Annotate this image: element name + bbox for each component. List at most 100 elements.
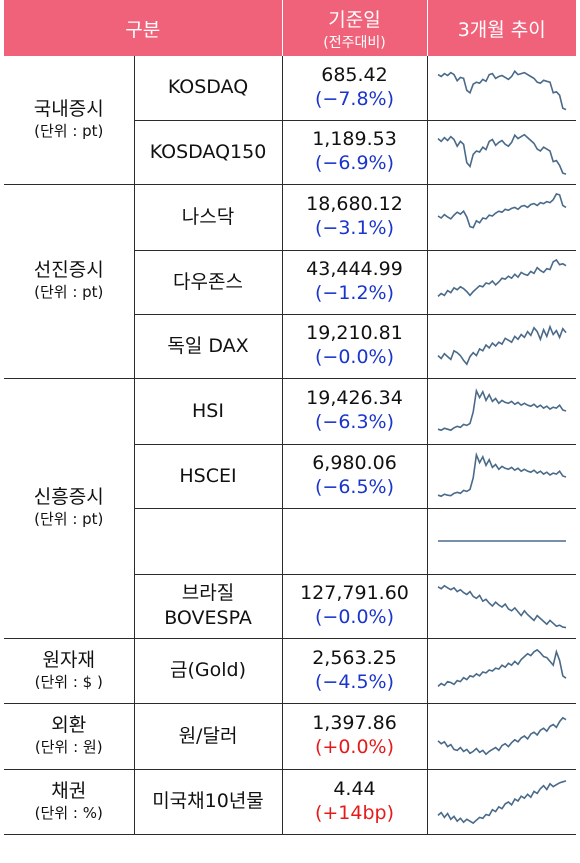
index-value: 6,980.06 <box>312 452 397 475</box>
sparkline-path <box>437 258 567 297</box>
trend-cell <box>427 250 576 315</box>
market-table: 구분 기준일 (전주대비) 3개월 추이 국내증시 (단위 : pt) KOSDAQ… <box>4 0 576 835</box>
item-name: 원/달러 <box>134 703 283 770</box>
item-name: KOSDAQ150 <box>134 120 283 185</box>
weekly-change: (−7.8%) <box>314 87 394 110</box>
category-name: 국내증시 <box>33 98 104 121</box>
item-name: 미국채10년물 <box>134 769 283 835</box>
index-value: 18,680.12 <box>306 193 403 216</box>
category-name: 신흥증시 <box>33 486 104 509</box>
index-value: 2,563.25 <box>312 646 397 669</box>
category-unit: (단위 : pt) <box>34 122 104 141</box>
category-cell: 국내증시 (단위 : pt) <box>4 56 135 185</box>
category-cell: 신흥증시 (단위 : pt) <box>4 378 135 639</box>
category-cell: 채권 (단위 : %) <box>4 769 135 835</box>
category-cell: 외환 (단위 : 원) <box>4 703 135 770</box>
sparkline-chart <box>437 451 566 498</box>
index-value: 685.42 <box>321 64 388 86</box>
sparkline-chart <box>437 648 567 687</box>
table-row: 다우존스 43,444.99 (−1.2%) <box>4 250 576 315</box>
sparkline-chart <box>437 133 566 175</box>
trend-cell <box>427 638 576 704</box>
item-name: HSCEI <box>134 444 283 509</box>
sparkline-chart <box>437 69 567 111</box>
index-value: 43,444.99 <box>306 258 403 281</box>
index-value: 19,426.34 <box>306 387 403 410</box>
trend-cell <box>427 56 576 121</box>
weekly-change: (−1.2%) <box>314 282 394 304</box>
table-row: 국내증시 (단위 : pt) KOSDAQ 685.42 (−7.8%) <box>4 56 576 185</box>
item-name <box>134 508 283 575</box>
sparkline-path <box>437 716 567 756</box>
category-unit: (단위 : $ ) <box>34 672 103 691</box>
category-unit: (단위 : %) <box>34 803 103 822</box>
sparkline-chart <box>437 779 566 824</box>
trend-cell <box>427 314 576 379</box>
item-name: HSI <box>134 378 283 445</box>
table-row: 원자재 (단위 : $ ) 금(Gold) 2,563.25 (−4.5%) <box>4 638 576 704</box>
table-row: 외환 (단위 : 원) 원/달러 1,397.86 (+0.0%) <box>4 703 576 770</box>
category-unit: (단위 : pt) <box>34 283 104 302</box>
table-row: KOSDAQ150 1,189.53 (−6.9%) <box>4 120 576 185</box>
weekly-change: (−6.9%) <box>314 152 394 174</box>
weekly-change: (−0.0%) <box>314 606 394 628</box>
index-value: 1,397.86 <box>312 712 397 735</box>
table-row <box>4 508 576 575</box>
category-cell: 원자재 (단위 : $ ) <box>4 638 135 704</box>
index-value: 1,189.53 <box>312 128 397 151</box>
item-name: 브라질 BOVESPA <box>134 574 283 639</box>
sparkline-chart <box>437 258 567 297</box>
value-cell: 1,189.53 (−6.9%) <box>282 120 428 185</box>
value-cell: 1,397.86 (+0.0%) <box>282 703 428 770</box>
value-cell: 18,680.12 (−3.1%) <box>282 184 428 251</box>
value-cell: 2,563.25 (−4.5%) <box>282 638 428 704</box>
value-cell: 4.44 (+14bp) <box>282 769 428 835</box>
sparkline-path <box>437 193 567 229</box>
value-cell: 685.42 (−7.8%) <box>282 56 428 121</box>
sparkline-chart <box>437 540 566 542</box>
trend-cell <box>427 574 576 639</box>
table-row: 독일 DAX 19,210.81 (−0.0%) <box>4 314 576 379</box>
trend-cell <box>427 769 576 835</box>
trend-cell <box>427 703 576 770</box>
table-row: 신흥증시 (단위 : pt) HSI 19,426.34 (−6.3%) <box>4 378 576 639</box>
table-row: 채권 (단위 : %) 미국채10년물 4.44 (+14bp) <box>4 769 576 835</box>
sparkline-path <box>437 451 566 498</box>
weekly-change: (−0.0%) <box>314 346 394 368</box>
value-cell <box>282 508 428 575</box>
sparkline-chart <box>437 584 566 629</box>
trend-cell <box>427 184 576 251</box>
sparkline-path <box>437 584 566 629</box>
category-cell: 선진증시 (단위 : pt) <box>4 184 135 379</box>
category-name: 외환 <box>51 714 87 737</box>
value-cell: 43,444.99 (−1.2%) <box>282 250 428 315</box>
sparkline-path <box>437 324 567 366</box>
sparkline-chart <box>437 193 567 229</box>
value-cell: 6,980.06 (−6.5%) <box>282 444 428 509</box>
weekly-change: (−3.1%) <box>314 217 394 239</box>
sparkline-path <box>437 69 567 111</box>
item-name: KOSDAQ <box>134 56 283 121</box>
category-unit: (단위 : pt) <box>34 510 104 529</box>
item-name: 금(Gold) <box>134 638 283 704</box>
category-name: 원자재 <box>42 648 95 671</box>
table-row: 브라질 BOVESPA 127,791.60 (−0.0%) <box>4 574 576 639</box>
table-row: 선진증시 (단위 : pt) 나스닥 18,680.12 (−3.1%) <box>4 184 576 379</box>
trend-cell <box>427 508 576 575</box>
value-cell: 19,426.34 (−6.3%) <box>282 378 428 445</box>
item-name: 다우존스 <box>134 250 283 315</box>
index-value: 127,791.60 <box>300 582 409 605</box>
sparkline-chart <box>437 324 567 366</box>
sparkline-chart <box>437 716 567 756</box>
index-value: 19,210.81 <box>306 322 403 345</box>
weekly-change: (−6.3%) <box>314 411 394 433</box>
category-name: 채권 <box>51 779 87 802</box>
table-row: HSCEI 6,980.06 (−6.5%) <box>4 444 576 509</box>
value-cell: 127,791.60 (−0.0%) <box>282 574 428 639</box>
weekly-change: (+0.0%) <box>314 736 394 758</box>
sparkline-path <box>437 779 566 824</box>
weekly-change: (−6.5%) <box>314 476 394 498</box>
item-name: 나스닥 <box>134 184 283 251</box>
sparkline-path <box>437 648 567 687</box>
value-cell: 19,210.81 (−0.0%) <box>282 314 428 379</box>
